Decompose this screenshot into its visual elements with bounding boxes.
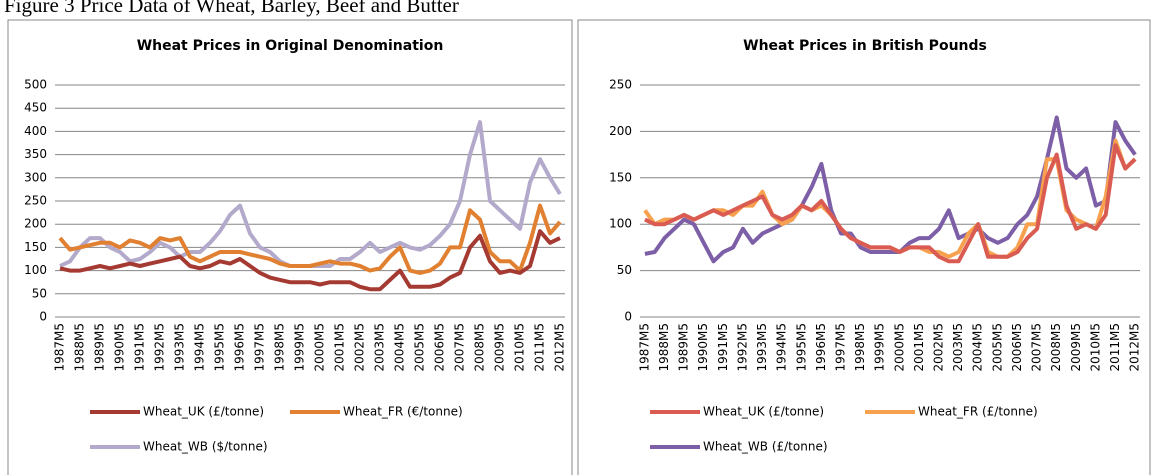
x-tick-label: 1999M5 xyxy=(293,323,307,372)
x-tick-label: 1992M5 xyxy=(153,323,167,372)
x-tick-label: 1990M5 xyxy=(113,323,127,372)
y-tick-label: 100 xyxy=(609,217,632,231)
y-tick-label: 300 xyxy=(24,170,47,184)
x-tick-label: 1996M5 xyxy=(814,323,828,372)
y-tick-label: 50 xyxy=(617,263,632,277)
x-tick-label: 2011M5 xyxy=(533,323,547,372)
x-tick-label: 2000M5 xyxy=(313,323,327,372)
legend-label: Wheat_WB ($/tonne) xyxy=(143,440,268,454)
y-tick-label: 50 xyxy=(32,286,47,300)
x-tick-label: 1994M5 xyxy=(775,323,789,372)
x-tick-label: 1997M5 xyxy=(833,323,847,372)
x-tick-label: 1993M5 xyxy=(755,323,769,372)
panel-frame xyxy=(577,19,1151,475)
y-tick-label: 500 xyxy=(24,78,47,92)
y-tick-label: 200 xyxy=(24,217,47,231)
x-tick-label: 2007M5 xyxy=(453,323,467,372)
x-tick-label: 2008M5 xyxy=(1049,323,1063,372)
x-tick-label: 1990M5 xyxy=(696,323,710,372)
x-tick-label: 2001M5 xyxy=(333,323,347,372)
y-tick-label: 450 xyxy=(24,101,47,115)
x-tick-label: 1999M5 xyxy=(873,323,887,372)
x-tick-label: 2012M5 xyxy=(1128,323,1142,372)
x-tick-label: 1995M5 xyxy=(794,323,808,372)
series-line xyxy=(644,115,1137,264)
y-tick-label: 150 xyxy=(24,240,47,254)
x-tick-label: 1992M5 xyxy=(735,323,749,372)
x-tick-label: 2001M5 xyxy=(912,323,926,372)
y-tick-label: 200 xyxy=(609,124,632,138)
x-tick-label: 2006M5 xyxy=(433,323,447,372)
x-tick-label: 2010M5 xyxy=(1088,323,1102,372)
series-line xyxy=(58,203,562,275)
y-tick-label: 250 xyxy=(609,78,632,92)
y-tick-label: 400 xyxy=(24,124,47,138)
x-tick-label: 2011M5 xyxy=(1108,323,1122,372)
x-tick-label: 1991M5 xyxy=(716,323,730,372)
chart-title: Wheat Prices in British Pounds xyxy=(743,38,987,54)
series-line xyxy=(644,143,1137,264)
x-tick-label: 2003M5 xyxy=(951,323,965,372)
y-tick-label: 150 xyxy=(609,170,632,184)
series-line xyxy=(59,229,561,292)
x-tick-label: 1989M5 xyxy=(677,323,691,372)
y-tick-label: 350 xyxy=(24,147,47,161)
legend-label: Wheat_UK (£/tonne) xyxy=(703,405,824,419)
x-tick-label: 1988M5 xyxy=(73,323,87,372)
x-tick-label: 2010M5 xyxy=(513,323,527,372)
x-tick-label: 1996M5 xyxy=(233,323,247,372)
legend-label: Wheat_FR (€/tonne) xyxy=(343,405,463,419)
x-tick-label: 2005M5 xyxy=(413,323,427,372)
y-tick-label: 0 xyxy=(39,310,47,324)
legend-label: Wheat_WB (£/tonne) xyxy=(703,440,828,454)
x-tick-label: 2004M5 xyxy=(393,323,407,372)
y-tick-label: 0 xyxy=(624,310,632,324)
x-tick-label: 1987M5 xyxy=(637,323,651,372)
y-tick-label: 250 xyxy=(24,194,47,208)
x-tick-label: 1988M5 xyxy=(657,323,671,372)
x-tick-label: 2008M5 xyxy=(473,323,487,372)
x-tick-label: 1998M5 xyxy=(273,323,287,372)
x-tick-label: 2002M5 xyxy=(353,323,367,372)
panel-frame xyxy=(7,19,573,475)
legend-label: Wheat_FR (£/tonne) xyxy=(918,405,1038,419)
series-line xyxy=(643,138,1137,259)
chart-title: Wheat Prices in Original Denomination xyxy=(137,38,444,54)
x-tick-label: 1993M5 xyxy=(173,323,187,372)
x-tick-label: 2012M5 xyxy=(553,323,567,372)
x-tick-label: 2002M5 xyxy=(932,323,946,372)
figure-caption: Figure 3 Price Data of Wheat, Barley, Be… xyxy=(4,0,459,17)
x-tick-label: 1995M5 xyxy=(213,323,227,372)
x-tick-label: 2004M5 xyxy=(971,323,985,372)
x-tick-label: 1987M5 xyxy=(53,323,67,372)
x-tick-label: 2000M5 xyxy=(892,323,906,372)
x-tick-label: 2005M5 xyxy=(990,323,1004,372)
x-tick-label: 1994M5 xyxy=(193,323,207,372)
x-tick-label: 2009M5 xyxy=(493,323,507,372)
x-tick-label: 2006M5 xyxy=(1010,323,1024,372)
x-tick-label: 1991M5 xyxy=(133,323,147,372)
x-tick-label: 2009M5 xyxy=(1069,323,1083,372)
x-tick-label: 1997M5 xyxy=(253,323,267,372)
x-tick-label: 1989M5 xyxy=(93,323,107,372)
legend-label: Wheat_UK (£/tonne) xyxy=(143,405,264,419)
x-tick-label: 2003M5 xyxy=(373,323,387,372)
x-tick-label: 1998M5 xyxy=(853,323,867,372)
x-tick-label: 2007M5 xyxy=(1030,323,1044,372)
y-tick-label: 100 xyxy=(24,263,47,277)
